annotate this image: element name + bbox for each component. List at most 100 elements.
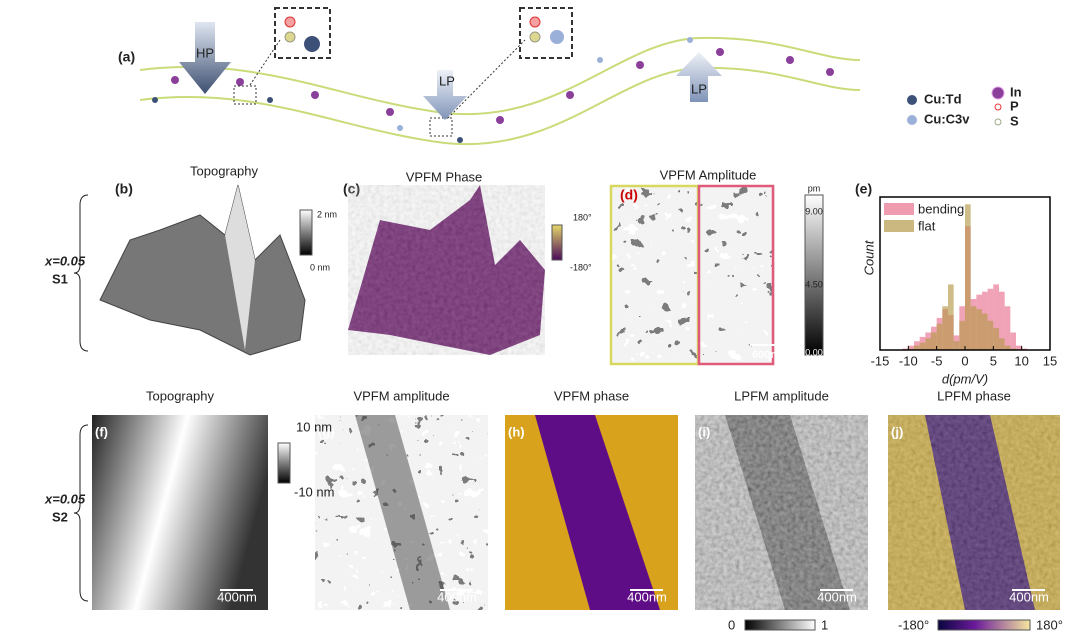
hist-bar — [1004, 345, 1011, 350]
plot-frame — [879, 196, 1051, 351]
inset — [274, 7, 331, 59]
x-tick-label: -15 — [871, 353, 890, 368]
hist-bar — [925, 338, 931, 350]
hist-bar — [948, 284, 954, 350]
hist-bar — [953, 341, 960, 350]
panel-label: (c) — [343, 181, 360, 197]
brace — [73, 194, 89, 352]
colorbar — [277, 442, 291, 484]
colorbar-label: -180° — [898, 617, 929, 632]
hist-bar — [942, 306, 948, 350]
hist-bar — [987, 288, 994, 350]
frame — [697, 184, 775, 366]
panel-title: VPFM phase — [554, 388, 629, 403]
colorbar — [937, 619, 1031, 631]
legend-label: In — [1010, 84, 1022, 99]
x-tick-label: 10 — [1014, 353, 1028, 368]
hist-bar — [993, 328, 999, 350]
hist-bar — [931, 332, 937, 350]
hist-bar — [970, 306, 977, 350]
texture — [695, 415, 868, 610]
hist-bar — [1010, 332, 1016, 350]
legend-dot — [991, 86, 1005, 100]
colorbar-label: 180° — [573, 212, 592, 222]
scale-label: 400nm — [627, 589, 667, 604]
legend-label: Cu:Td — [924, 91, 962, 106]
atoms — [152, 37, 834, 143]
colorbar — [744, 619, 816, 631]
scale-label: 400nm — [1009, 589, 1049, 604]
colorbar-label: 0 nm — [310, 262, 330, 272]
hist-bar — [1016, 345, 1022, 350]
pointer — [447, 39, 526, 119]
hist-bar — [993, 284, 999, 350]
sample-label: x=0.05 — [44, 253, 86, 268]
hist-bar — [982, 313, 988, 350]
x-tick-label: 15 — [1043, 353, 1057, 368]
image — [92, 415, 268, 610]
legend-label: flat — [918, 218, 936, 233]
panel-label: (g) — [318, 424, 335, 439]
colorbar-label: pm — [808, 183, 821, 193]
brace — [73, 424, 89, 602]
panel-title: VPFM Amplitude — [660, 167, 757, 182]
colorbar — [804, 194, 824, 356]
colorbar-label: 0.00 — [805, 347, 823, 357]
wave — [139, 66, 861, 146]
hist-bar — [1004, 306, 1011, 350]
legend-dot — [994, 118, 1002, 126]
panel-title: Topography — [190, 163, 258, 178]
scale-label: 600nm — [752, 349, 787, 361]
hist-bar — [976, 309, 982, 350]
x-tick-label: 0 — [961, 353, 968, 368]
inset — [519, 7, 573, 59]
scale-label: 400nm — [437, 589, 477, 604]
legend-swatch — [884, 203, 914, 215]
legend-label: Cu:C3v — [924, 111, 970, 126]
y-axis-label: Count — [861, 239, 876, 275]
panel-title: VPFM amplitude — [353, 388, 449, 403]
legend-label: S — [1010, 113, 1019, 128]
colorbar-label: -10 nm — [294, 484, 334, 499]
panel-label: (d) — [620, 187, 638, 203]
sample-label: x=0.05 — [44, 491, 86, 506]
hist-bar — [919, 342, 926, 350]
domain — [535, 415, 660, 610]
panel-label: (b) — [115, 181, 133, 197]
panel-title: Topography — [146, 388, 214, 403]
panel-title: LPFM phase — [937, 388, 1011, 403]
panel-label: (e) — [855, 181, 872, 197]
hist-bar — [965, 204, 971, 350]
panel-label: (i) — [698, 424, 710, 439]
colorbar-label: 1 — [821, 617, 828, 632]
sample-label: S1 — [52, 271, 68, 286]
arrow — [676, 52, 722, 102]
panel-title: LPFM amplitude — [734, 388, 829, 403]
legend-swatch — [884, 220, 914, 232]
inset-box — [429, 117, 453, 137]
colorbar-label: 4.50 — [805, 279, 823, 289]
surface — [225, 185, 255, 350]
hist-bar — [908, 345, 914, 350]
panel-label: (j) — [891, 424, 903, 439]
x-tick-label: -10 — [899, 353, 918, 368]
panel-label: (a) — [118, 49, 135, 65]
arrow-label: HP — [196, 45, 214, 60]
x-tick-label: 5 — [990, 353, 997, 368]
scale-label: 400nm — [217, 589, 257, 604]
colorbar-label: 10 nm — [296, 419, 332, 434]
x-axis-label: d(pm/V) — [942, 371, 988, 386]
legend-dot — [907, 115, 917, 125]
legend-label: P — [1010, 98, 1019, 113]
domain — [355, 415, 450, 610]
legend-dot — [994, 103, 1002, 111]
colorbar-label: 9.00 — [805, 206, 823, 216]
arrow-label: LP — [439, 73, 455, 88]
surface — [348, 185, 545, 355]
colorbar-label: 180° — [1036, 617, 1063, 632]
colorbar — [551, 224, 563, 261]
pointer — [249, 39, 281, 86]
image — [610, 185, 775, 365]
legend-dot — [907, 95, 917, 105]
